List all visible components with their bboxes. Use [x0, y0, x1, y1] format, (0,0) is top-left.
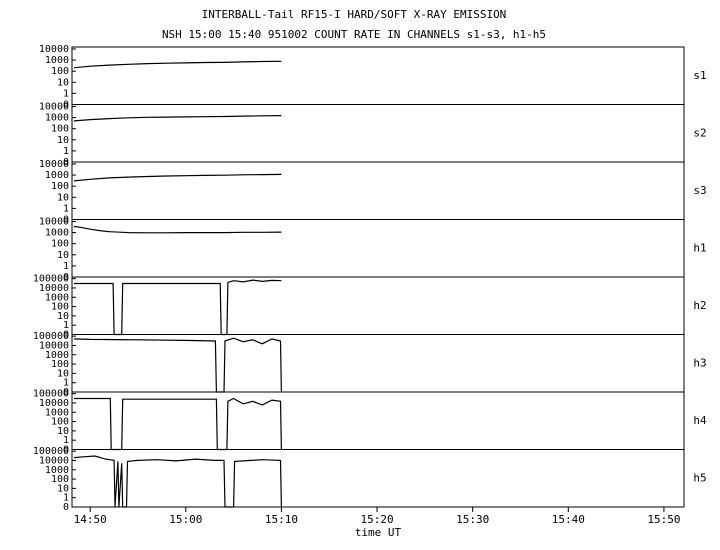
y-tick-label: 100000 — [33, 274, 69, 285]
y-tick-label: 100 — [51, 302, 69, 313]
y-tick-label: 1 — [63, 378, 69, 389]
y-tick-label: 1000 — [45, 292, 69, 303]
y-tick-label: 10 — [57, 77, 69, 88]
y-tick-label: 100000 — [33, 389, 69, 400]
y-tick-label: 1 — [63, 88, 69, 99]
y-tick-label: 100 — [51, 181, 69, 192]
y-tick-label: 10000 — [39, 216, 69, 227]
y-tick-label: 10000 — [39, 398, 69, 409]
x-tick-label: 15:10 — [265, 513, 298, 526]
panel-frame — [71, 161, 685, 220]
panel-frame — [71, 219, 685, 278]
panel-frame — [71, 391, 685, 450]
y-tick-label: 1000 — [45, 465, 69, 476]
y-tick-label: 100 — [51, 66, 69, 77]
y-tick-label: 1000 — [45, 55, 69, 66]
y-tick-label: 10000 — [39, 455, 69, 466]
y-tick-label: 0 — [63, 445, 69, 456]
y-tick-label: 10 — [57, 135, 69, 146]
x-tick-label: 15:30 — [456, 513, 489, 526]
y-tick-label: 1 — [63, 435, 69, 446]
x-tick-label: 15:40 — [552, 513, 585, 526]
panel-frame — [71, 334, 685, 393]
x-tick-label: 14:50 — [74, 513, 107, 526]
data-line — [73, 60, 282, 69]
y-tick-label: 1000 — [45, 407, 69, 418]
y-tick-label: 1 — [63, 146, 69, 157]
y-tick-label: 10 — [57, 192, 69, 203]
series-label: s2 — [693, 126, 706, 139]
y-tick-label: 10 — [57, 426, 69, 437]
y-tick-label: 1 — [63, 320, 69, 331]
x-tick-label: 15:20 — [360, 513, 393, 526]
y-tick-label: 0 — [63, 215, 69, 226]
y-tick-label: 100000 — [33, 446, 69, 457]
y-tick-label: 1000 — [45, 228, 69, 239]
series-label: h2 — [693, 299, 706, 312]
chart-subtitle: NSH 15:00 15:40 951002 COUNT RATE IN CHA… — [162, 28, 546, 41]
y-tick-label: 0 — [63, 330, 69, 341]
chart-title: INTERBALL-Tail RF15-I HARD/SOFT X-RAY EM… — [202, 8, 507, 21]
y-tick-label: 10000 — [39, 101, 69, 112]
series-label: h4 — [693, 414, 707, 427]
x-tick-label: 15:50 — [647, 513, 680, 526]
y-tick-label: 10 — [57, 311, 69, 322]
panel-frame — [71, 276, 685, 335]
y-tick-label: 10 — [57, 250, 69, 261]
y-tick-label: 100 — [51, 359, 69, 370]
y-tick-label: 0 — [63, 157, 69, 168]
y-tick-label: 0 — [63, 387, 69, 398]
y-tick-label: 10000 — [39, 159, 69, 170]
y-tick-label: 1000 — [45, 113, 69, 124]
y-tick-label: 1 — [63, 203, 69, 214]
y-tick-label: 10 — [57, 483, 69, 494]
y-tick-label: 0 — [63, 272, 69, 283]
x-axis-label: time UT — [355, 526, 402, 539]
y-tick-label: 1000 — [45, 170, 69, 181]
panel-frame — [71, 449, 685, 508]
y-tick-label: 100 — [51, 474, 69, 485]
data-line — [73, 337, 282, 393]
y-tick-label: 10 — [57, 368, 69, 379]
data-line — [73, 225, 282, 234]
panel-frame — [71, 104, 685, 163]
y-tick-label: 1 — [63, 261, 69, 272]
series-label: h5 — [693, 471, 706, 484]
panel-frame — [71, 46, 685, 105]
y-tick-label: 100 — [51, 417, 69, 428]
y-tick-label: 100 — [51, 124, 69, 135]
y-tick-label: 0 — [63, 100, 69, 111]
y-tick-label: 100 — [51, 239, 69, 250]
data-line — [73, 397, 282, 451]
y-tick-label: 10000 — [39, 283, 69, 294]
y-tick-label: 10000 — [39, 44, 69, 55]
data-line — [73, 279, 282, 336]
series-label: s1 — [693, 69, 706, 82]
y-tick-label: 10000 — [39, 340, 69, 351]
data-line — [73, 455, 282, 508]
data-line — [73, 115, 282, 122]
series-label: s3 — [693, 184, 706, 197]
y-tick-label: 1 — [63, 493, 69, 504]
y-tick-label: 100000 — [33, 331, 69, 342]
series-label: h1 — [693, 241, 706, 254]
x-tick-label: 15:00 — [169, 513, 202, 526]
series-label: h3 — [693, 356, 706, 369]
data-line — [73, 173, 282, 182]
y-tick-label: 1000 — [45, 350, 69, 361]
y-tick-label: 0 — [63, 502, 69, 513]
